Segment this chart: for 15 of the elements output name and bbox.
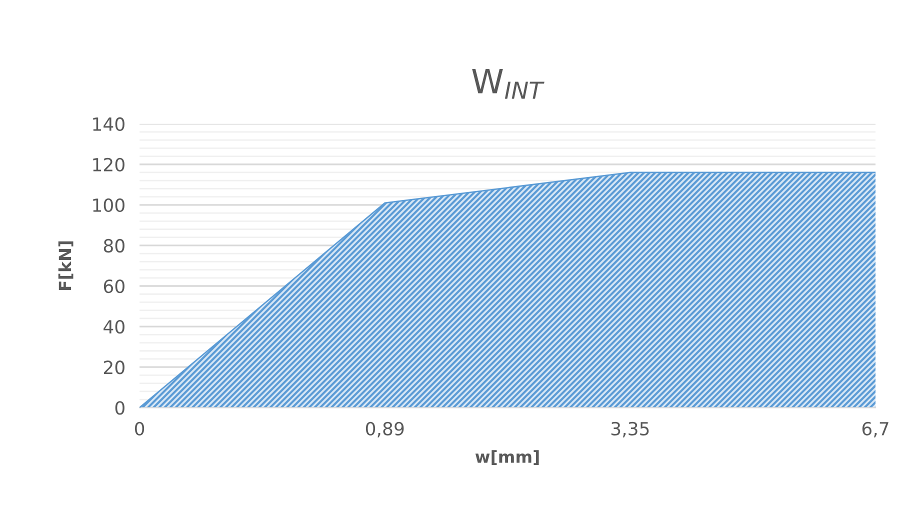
- x-tick-label: 6,7: [862, 422, 888, 438]
- y-tick-label: 40: [104, 320, 124, 334]
- x-tick-label: 0: [134, 422, 144, 436]
- y-tick-label: 140: [93, 117, 124, 131]
- y-tick-label: 100: [93, 198, 124, 212]
- y-axis-title: F[kN]: [58, 241, 74, 290]
- chart-title: W$_{INT}$: [472, 68, 544, 99]
- y-tick-label: 60: [104, 279, 124, 294]
- y-tick-label: 80: [104, 238, 124, 253]
- y-tick-label: 20: [104, 360, 124, 374]
- y-tick-label: 120: [93, 158, 124, 172]
- y-tick-label: 0: [115, 401, 124, 415]
- x-axis-title: w[mm]: [475, 450, 539, 465]
- x-tick-label: 0,89: [366, 422, 404, 438]
- x-tick-label: 3,35: [611, 422, 649, 438]
